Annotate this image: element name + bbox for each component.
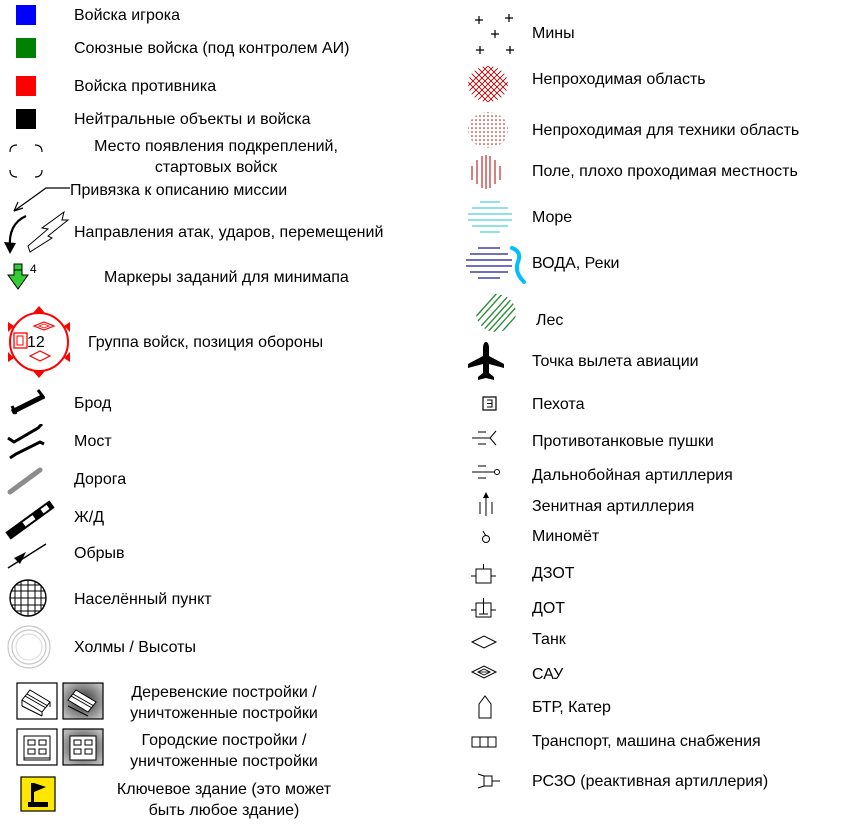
legend-city-line1: Городские постройки /	[141, 732, 307, 749]
legend-key-line1: Ключевое здание (это может	[116, 781, 332, 798]
legend-village-line2: уничтоженные постройки	[130, 705, 318, 722]
troop-group-number: 12	[27, 334, 45, 351]
long-range-artillery-icon	[472, 465, 500, 479]
aa-artillery-icon	[479, 492, 493, 516]
legend-player-troops: Войска игрока	[74, 7, 181, 24]
road-icon	[7, 467, 43, 495]
rszo-rocket-artillery-icon	[477, 773, 500, 789]
infantry-icon	[482, 396, 497, 411]
ford-icon	[10, 389, 46, 415]
legend-infantry: Пехота	[532, 396, 585, 413]
legend-spawn-line2: стартовых войск	[154, 159, 278, 176]
attack-direction-arrows-icon	[4, 210, 70, 254]
legend-dot: ДОТ	[532, 600, 566, 617]
legend-village-line1: Деревенские постройки /	[131, 684, 317, 701]
legend-city-line2: уничтоженные постройки	[130, 753, 318, 770]
minimap-marker-arrow-icon	[7, 263, 29, 290]
legend-railway: Ж/Д	[74, 509, 105, 526]
spawn-area-icon	[9, 144, 43, 178]
impassable-area-icon	[468, 66, 508, 102]
bridge-icon	[7, 424, 45, 460]
legend-minimap-markers: Маркеры заданий для минимапа	[104, 269, 349, 286]
legend-antitank: Противотанковые пушки	[532, 433, 714, 450]
legend-settlement: Населённый пункт	[74, 591, 212, 608]
sau-self-propelled-gun-icon	[470, 665, 498, 679]
cliff-icon	[7, 543, 47, 569]
legend-impassable-vehicles: Непроходимая для техники область	[532, 122, 800, 139]
tank-icon	[470, 635, 498, 649]
troop-group-icon	[8, 306, 70, 378]
mines-icon	[475, 14, 514, 54]
legend-water: ВОДА, Реки	[532, 255, 620, 272]
village-building-icon	[16, 682, 58, 720]
legend-neutral-objects: Нейтральные объекты и войска	[74, 111, 311, 128]
legend-dzot: ДЗОТ	[532, 565, 575, 582]
legend-enemy-troops: Войска противника	[74, 78, 217, 95]
mortar-icon	[482, 530, 490, 543]
legend-aa-artillery: Зенитная артиллерия	[532, 498, 695, 515]
enemy-color-swatch	[16, 76, 36, 96]
dot-pillbox-icon	[471, 598, 496, 618]
legend-field: Поле, плохо проходимая местность	[532, 163, 798, 180]
legend-forest: Лес	[536, 312, 564, 329]
impassable-for-vehicles-icon	[468, 112, 508, 148]
forest-icon	[476, 294, 516, 332]
railway-icon	[5, 500, 55, 540]
transport-supply-vehicle-icon	[471, 736, 497, 748]
legend-mortar: Миномёт	[532, 528, 600, 545]
airplane-icon	[468, 342, 504, 380]
legend-road: Дорога	[74, 471, 127, 488]
legend-airfield: Точка вылета авиации	[532, 353, 699, 370]
antitank-gun-icon	[472, 430, 497, 446]
legend-bridge: Мост	[74, 433, 112, 450]
legend-impassable: Непроходимая область	[532, 71, 706, 88]
legend-long-range-artillery: Дальнобойная артиллерия	[532, 467, 733, 484]
legend-key-line2: быть любое здание)	[148, 802, 300, 819]
allied-color-swatch	[16, 38, 36, 58]
city-building-icon	[16, 728, 58, 766]
btr-boat-icon	[478, 695, 492, 719]
legend-attack-directions: Направления атак, ударов, перемещений	[74, 224, 384, 241]
legend-sea: Море	[532, 209, 573, 226]
settlement-icon	[9, 579, 47, 617]
hills-icon	[7, 625, 51, 669]
legend-rszo: РСЗО (реактивная артиллерия)	[532, 773, 769, 790]
legend-allied-troops: Союзные войска (под контролем АИ)	[74, 40, 350, 57]
player-color-swatch	[16, 5, 36, 25]
key-building-flag-icon	[20, 776, 56, 812]
legend-tank: Танк	[532, 631, 566, 648]
legend-transport: Транспорт, машина снабжения	[532, 733, 761, 750]
legend-mission-link: Привязка к описанию миссии	[70, 182, 288, 199]
legend-troop-group: Группа войск, позиция обороны	[88, 334, 324, 351]
mission-link-arrow-icon	[13, 187, 70, 212]
field-rough-terrain-icon	[471, 155, 501, 189]
legend-sau: САУ	[532, 666, 564, 683]
neutral-color-swatch	[16, 109, 36, 129]
minimap-marker-number: 4	[30, 262, 37, 276]
legend-hills: Холмы / Высоты	[74, 639, 196, 656]
water-river-icon	[466, 246, 526, 284]
legend-spawn-line1: Место появления подкреплений,	[94, 138, 338, 155]
sea-icon	[468, 201, 512, 233]
legend-ford: Брод	[74, 395, 112, 412]
destroyed-village-building-icon	[62, 682, 104, 720]
destroyed-city-building-icon	[62, 728, 104, 766]
dzot-bunker-icon	[471, 564, 496, 584]
legend-mines: Мины	[532, 25, 575, 42]
legend-btr: БТР, Катер	[532, 699, 611, 716]
legend-cliff: Обрыв	[74, 545, 125, 562]
